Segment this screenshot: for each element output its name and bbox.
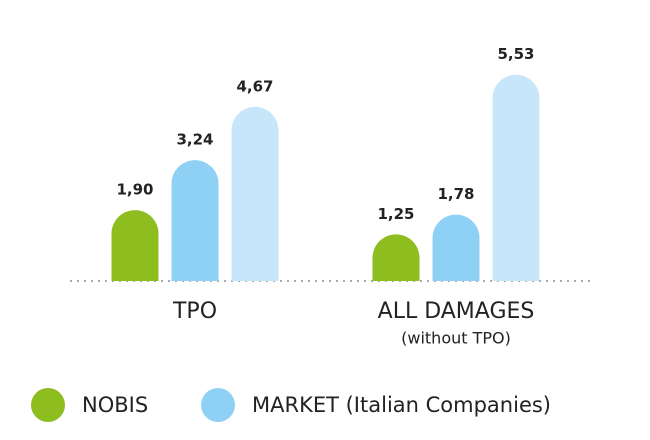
bar	[231, 106, 279, 281]
legend-swatch	[201, 388, 235, 422]
legend-swatch	[31, 388, 65, 422]
bar	[372, 234, 420, 281]
category-label: ALL DAMAGES	[378, 299, 535, 324]
value-label: 1,25	[377, 205, 414, 223]
value-label: 5,53	[497, 45, 534, 63]
bar	[171, 160, 219, 281]
bar	[111, 210, 159, 281]
value-label: 4,67	[236, 77, 273, 95]
value-label: 1,90	[116, 181, 153, 199]
value-label: 1,78	[437, 185, 474, 203]
bar	[432, 214, 480, 281]
bar	[492, 74, 540, 281]
legend-label: NOBIS	[82, 393, 148, 417]
legend-label: MARKET (Italian Companies)	[252, 393, 551, 417]
value-label: 3,24	[176, 131, 213, 149]
category-sublabel: (without TPO)	[401, 329, 511, 348]
category-label: TPO	[172, 299, 217, 324]
